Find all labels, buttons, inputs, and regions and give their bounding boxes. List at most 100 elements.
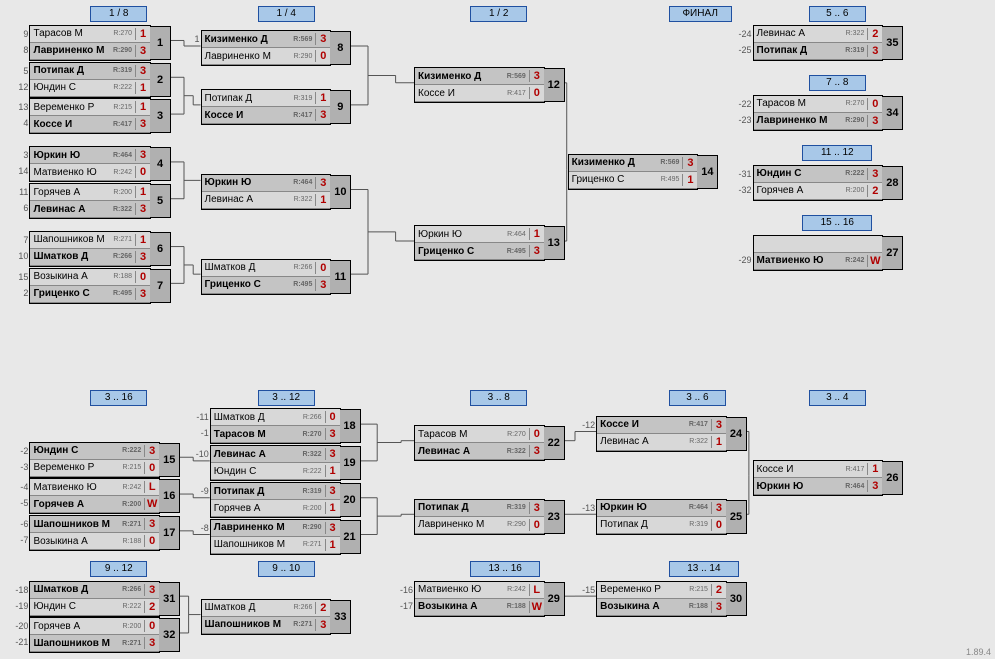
match-box: Шматков ДR:2660Гриценко СR:495311 bbox=[201, 259, 332, 295]
player-rating: R:266 bbox=[122, 586, 144, 593]
player-row: Потипак ДR:3193 bbox=[30, 63, 150, 80]
player-row: Веременко РR:2151 bbox=[30, 99, 150, 116]
player-name: Шматков Д bbox=[30, 251, 113, 262]
player-rating: R:322 bbox=[507, 448, 529, 455]
seed-label: 13 bbox=[6, 99, 28, 115]
match-number: 8 bbox=[330, 31, 351, 65]
player-row: Коссе ИR:4170 bbox=[415, 85, 544, 102]
player-row: Шапошников МR:2713 bbox=[30, 635, 159, 652]
player-row: Гриценко СR:4953 bbox=[30, 286, 150, 303]
player-name: Шапошников М bbox=[211, 539, 303, 550]
match-number: 13 bbox=[544, 226, 565, 260]
player-rating: R:215 bbox=[123, 464, 145, 471]
match-number: 25 bbox=[726, 500, 747, 534]
player-rating: R:271 bbox=[122, 521, 144, 528]
player-score: 3 bbox=[315, 109, 330, 121]
player-rating: R:417 bbox=[507, 90, 529, 97]
match-box: -11Шматков ДR:2660-1Тарасов МR:270318 bbox=[210, 408, 341, 444]
player-row: Юндин СR:2221 bbox=[211, 463, 340, 480]
player-name: Левинас А bbox=[211, 449, 303, 460]
round-header: ФИНАЛ bbox=[669, 6, 732, 22]
player-row: Потипак ДR:3193 bbox=[754, 43, 883, 60]
player-rating: R:188 bbox=[123, 538, 145, 545]
match-number: 12 bbox=[544, 68, 565, 102]
player-score: 3 bbox=[135, 288, 150, 300]
player-name: Шматков Д bbox=[30, 584, 122, 595]
player-row: Шматков ДR:2663 bbox=[30, 582, 159, 599]
match-number: 35 bbox=[882, 26, 903, 60]
player-rating: R:222 bbox=[303, 468, 325, 475]
player-rating: R:417 bbox=[689, 421, 711, 428]
player-row: Матвиенко ЮR:242L bbox=[415, 582, 544, 599]
round-header: 13 .. 16 bbox=[470, 561, 540, 577]
match-number: 11 bbox=[330, 260, 351, 294]
player-name: Веременко Р bbox=[30, 462, 122, 473]
player-rating: R:322 bbox=[302, 451, 324, 458]
player-name: Шапошников М bbox=[202, 619, 294, 630]
seed-label: -15 bbox=[573, 582, 595, 598]
player-row: Потипак ДR:3190 bbox=[597, 517, 726, 534]
player-rating: R:188 bbox=[689, 603, 711, 610]
player-name: Лавриненко М bbox=[211, 522, 303, 533]
match-box: -24Левинас АR:3222-25Потипак ДR:319335 bbox=[753, 25, 884, 61]
player-name: Возыкина А bbox=[415, 601, 507, 612]
match-box: Юркин ЮR:4641Гриценко СR:495313 bbox=[414, 225, 545, 261]
seed-label: -29 bbox=[730, 252, 752, 268]
player-score: 0 bbox=[867, 98, 882, 110]
player-row: Шапошников МR:2711 bbox=[30, 232, 150, 249]
player-name: Лавриненко М bbox=[202, 51, 294, 62]
player-row: Лавриненко МR:2900 bbox=[202, 48, 331, 65]
player-name: Потипак Д bbox=[30, 65, 113, 76]
seed-label: -1 bbox=[187, 425, 209, 441]
match-number: 30 bbox=[726, 582, 747, 616]
match-box: Шматков ДR:2662Шапошников МR:271333 bbox=[201, 599, 332, 635]
player-row: Юркин ЮR:4643 bbox=[597, 500, 726, 517]
player-name: Матвиенко Ю bbox=[415, 584, 507, 595]
seed-label: -9 bbox=[187, 483, 209, 499]
player-name: Шапошников М bbox=[30, 234, 113, 245]
player-name: Горячев А bbox=[30, 621, 122, 632]
seed-label: -24 bbox=[730, 26, 752, 42]
player-name: Матвиенко Ю bbox=[754, 255, 846, 266]
seed-label: -32 bbox=[730, 182, 752, 198]
match-box: Потипак ДR:3193Лавриненко МR:290023 bbox=[414, 499, 545, 535]
match-number: 26 bbox=[882, 461, 903, 495]
player-rating: R:271 bbox=[122, 640, 144, 647]
player-name: Горячев А bbox=[211, 503, 303, 514]
player-score: 1 bbox=[135, 101, 150, 113]
player-score: 2 bbox=[867, 28, 882, 40]
seed-label: -11 bbox=[187, 409, 209, 425]
seed-label: -25 bbox=[730, 42, 752, 58]
player-rating: R:270 bbox=[846, 100, 868, 107]
player-score: 3 bbox=[711, 502, 726, 514]
player-score: W bbox=[144, 498, 159, 510]
player-rating: R:200 bbox=[113, 189, 135, 196]
player-row: Гриценко СR:4953 bbox=[415, 243, 544, 260]
player-row: Левинас АR:3221 bbox=[597, 434, 726, 451]
match-number: 31 bbox=[159, 582, 180, 616]
player-name: Тарасов М bbox=[30, 28, 113, 39]
player-name: Юндин С bbox=[30, 445, 122, 456]
player-rating: R:242 bbox=[507, 586, 529, 593]
seed-label: 8 bbox=[6, 42, 28, 58]
player-score: 0 bbox=[529, 87, 544, 99]
player-name: Возыкина А bbox=[30, 536, 122, 547]
round-header: 13 .. 14 bbox=[669, 561, 739, 577]
match-box: 3Юркин ЮR:464314Матвиенко ЮR:24204 bbox=[29, 146, 151, 182]
player-row: Тарасов МR:2703 bbox=[211, 426, 340, 443]
match-number: 17 bbox=[159, 516, 180, 550]
match-number: 29 bbox=[544, 582, 565, 616]
player-score: 3 bbox=[529, 245, 544, 257]
match-box: -9Потипак ДR:3193Горячев АR:200120 bbox=[210, 482, 341, 518]
player-name: Юркин Ю bbox=[202, 177, 294, 188]
round-header: 1 / 8 bbox=[90, 6, 147, 22]
player-score: 2 bbox=[144, 601, 159, 613]
player-name: Лавриненко М bbox=[415, 519, 507, 530]
player-score: L bbox=[144, 481, 159, 493]
player-score: 3 bbox=[867, 115, 882, 127]
seed-label: 11 bbox=[6, 184, 28, 200]
match-number: 34 bbox=[882, 96, 903, 130]
player-row: Матвиенко ЮR:242W bbox=[754, 253, 883, 270]
player-score: 0 bbox=[325, 411, 340, 423]
player-name: Тарасов М bbox=[754, 98, 846, 109]
